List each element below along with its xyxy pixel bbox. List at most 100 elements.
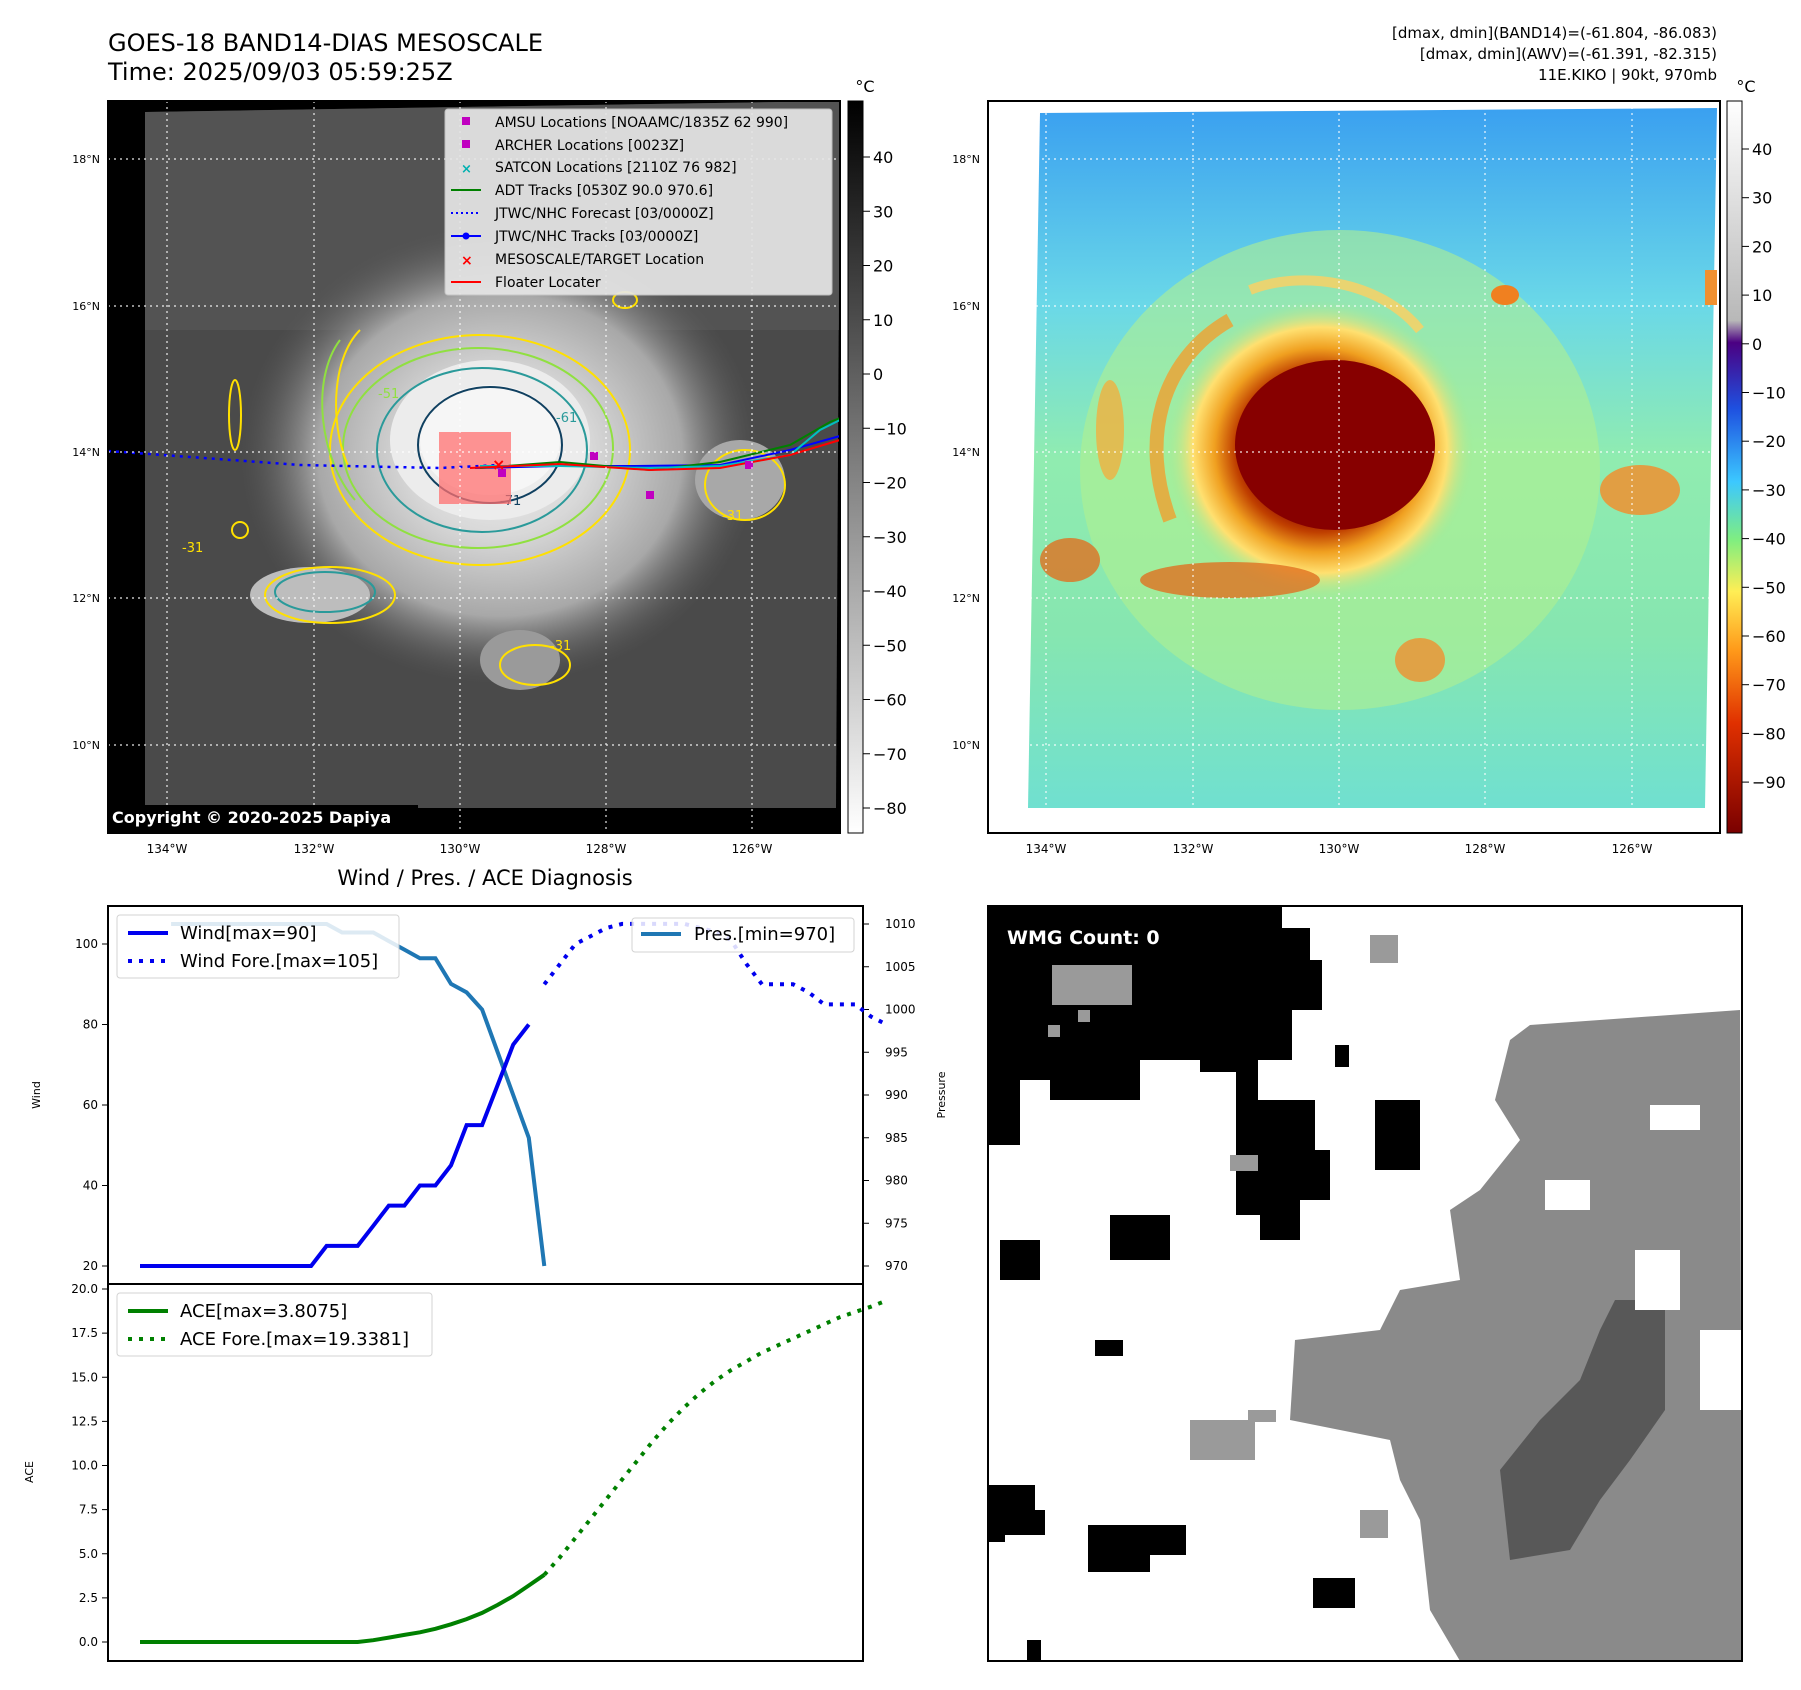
right-cb-tick-label: −30 [1752, 481, 1786, 500]
copyright-box [108, 805, 418, 829]
r-lat-label-10: 10°N [952, 739, 980, 752]
ace-axis-label: ACE [23, 1461, 36, 1483]
contour-label-2: -51 [378, 387, 399, 402]
ace-axis-tick-label: 5.0 [79, 1547, 98, 1561]
contour-label-3: -31 [182, 541, 203, 556]
ace-axis-tick-label: 17.5 [71, 1326, 98, 1340]
wmg-dark-gray-region [1500, 1300, 1665, 1560]
right-cb-tick-label: −60 [1752, 627, 1786, 646]
lat-label-10: 10°N [72, 739, 100, 752]
diagnosis-title: Wind / Pres. / ACE Diagnosis [337, 866, 632, 890]
ace-axis-tick-label: 10.0 [71, 1459, 98, 1473]
storm-info: 11E.KIKO | 90kt, 970mb [1538, 66, 1717, 84]
legend-target-marker: × [461, 253, 473, 269]
contour-label-4: -31 [722, 509, 743, 524]
left-colorbar-unit: °C [855, 77, 874, 96]
contour-label-6: -31 [550, 639, 571, 654]
left-cb-tick-label: 10 [873, 311, 893, 330]
figure-time: Time: 2025/09/03 05:59:25Z [107, 58, 453, 86]
r-lat-label-18: 18°N [952, 153, 980, 166]
right-cb-tick-label: −90 [1752, 773, 1786, 792]
figure-title: GOES-18 BAND14-DIAS MESOSCALE [108, 29, 543, 57]
pressure-axis-tick-label: 990 [885, 1088, 908, 1102]
wind-axis-tick-label: 80 [83, 1018, 98, 1032]
legend-amsu-marker [462, 117, 470, 125]
wind-legend-label: Wind[max=90] [180, 923, 317, 944]
pressure-axis-tick-label: 1005 [885, 960, 916, 974]
svg-text:×: × [492, 455, 505, 474]
left-cb-tick-label: 40 [873, 148, 893, 167]
ace-fore-legend-label: ACE Fore.[max=19.3381] [180, 1329, 409, 1350]
right-cb-tick-label: −50 [1752, 578, 1786, 597]
right-cb-tick-label: 10 [1752, 286, 1772, 305]
ace-axis-tick-label: 20.0 [71, 1282, 98, 1296]
pressure-axis-tick-label: 970 [885, 1259, 908, 1273]
left-map-axes: 18°N 16°N 14°N 12°N 10°N 134°W 132°W 130… [72, 153, 772, 856]
ace-legend-label: ACE[max=3.8075] [180, 1301, 347, 1322]
pressure-axis-tick-label: 985 [885, 1131, 908, 1145]
wind-axis-tick-label: 60 [83, 1098, 98, 1112]
pressure-axis-label: Pressure [935, 1071, 948, 1118]
wind-axis-label: Wind [30, 1081, 43, 1109]
legend-floater-label: Floater Locater [495, 275, 601, 291]
left-cb-tick-label: 30 [873, 202, 893, 221]
pressure-legend-label: Pres.[min=970] [694, 924, 835, 945]
r-lon-label-126: 126°W [1612, 842, 1653, 856]
r-lat-label-16: 16°N [952, 300, 980, 313]
right-cb-tick-label: −40 [1752, 530, 1786, 549]
ace-axis-tick-label: 2.5 [79, 1591, 98, 1605]
left-cb-tick-label: −10 [873, 419, 907, 438]
forecast-track [107, 449, 501, 470]
right-cb-tick-label: −20 [1752, 432, 1786, 451]
lat-label-14: 14°N [72, 446, 100, 459]
right-cb-tick-label: 30 [1752, 189, 1772, 208]
left-colorbar: °C 40 30 20 10 0 −10 −20 −30 −40 −50 −60 −70 −80 [847, 77, 907, 834]
pressure-legend [631, 917, 855, 953]
ace-axis-tick-label: 15.0 [71, 1370, 98, 1384]
r-lon-label-134: 134°W [1026, 842, 1067, 856]
legend-archer-label: ARCHER Locations [0023Z] [495, 138, 684, 154]
r-lon-label-128: 128°W [1465, 842, 1506, 856]
legend-archer-marker [462, 140, 470, 148]
wmg-count-box [998, 921, 1180, 953]
lon-label-128: 128°W [586, 842, 627, 856]
right-cb-tick-label: 20 [1752, 237, 1772, 256]
right-cb-tick-label: −10 [1752, 384, 1786, 403]
legend-satcon-label: SATCON Locations [2110Z 76 982] [495, 160, 737, 176]
ir-map-panel: -61 -51 -31 -31 -71 -31 × [107, 100, 841, 834]
band14-range: [dmax, dmin](BAND14)=(-61.804, -86.083) [1392, 24, 1717, 42]
adt-track [479, 417, 841, 472]
r-lat-label-14: 14°N [952, 446, 980, 459]
right-cb-tick-label: 40 [1752, 140, 1772, 159]
legend-amsu-label: AMSU Locations [NOAAMC/1835Z 62 990] [495, 115, 788, 131]
legend-tracks-label: JTWC/NHC Tracks [03/0000Z] [494, 229, 698, 245]
wind-forecast-series [542, 921, 888, 1027]
wind-series [140, 1023, 531, 1268]
lat-label-12: 12°N [72, 592, 100, 605]
left-cb-tick-label: 0 [873, 365, 883, 384]
pressure-axis-tick-label: 980 [885, 1174, 908, 1188]
awv-range: [dmax, dmin](AWV)=(-61.391, -82.315) [1420, 45, 1717, 63]
pressure-axis-tick-label: 975 [885, 1216, 908, 1230]
wmg-count-label: WMG Count: 0 [1007, 927, 1160, 949]
left-cb-tick-label: −60 [873, 691, 907, 710]
pressure-axis-tick-label: 1000 [885, 1003, 916, 1017]
legend-target-label: MESOSCALE/TARGET Location [495, 252, 704, 268]
ace-forecast-series [542, 1298, 888, 1577]
left-cb-tick-label: −70 [873, 745, 907, 764]
wind-legend [116, 914, 400, 979]
map-legend-entries: AMSU Locations [NOAAMC/1835Z 62 990] ARC… [451, 115, 788, 291]
r-lat-label-12: 12°N [952, 592, 980, 605]
left-cb-tick-label: −20 [873, 474, 907, 493]
pressure-axis-tick-label: 1010 [885, 917, 916, 931]
wind-axis-tick-label: 20 [83, 1259, 98, 1273]
r-lon-label-130: 130°W [1319, 842, 1360, 856]
lon-label-134: 134°W [147, 842, 188, 856]
ace-axis-tick-label: 7.5 [79, 1503, 98, 1517]
ace-legend [116, 1292, 433, 1357]
wmg-panel: WMG Count: 0 [987, 905, 1743, 1662]
wind-axis-tick-label: 100 [75, 937, 98, 951]
ace-chart: 20.0 17.5 15.0 12.5 10.0 7.5 5.0 2.5 0.0 ACE ACE… [23, 1282, 888, 1662]
left-cb-tick-label: −40 [873, 582, 907, 601]
r-lon-label-132: 132°W [1173, 842, 1214, 856]
